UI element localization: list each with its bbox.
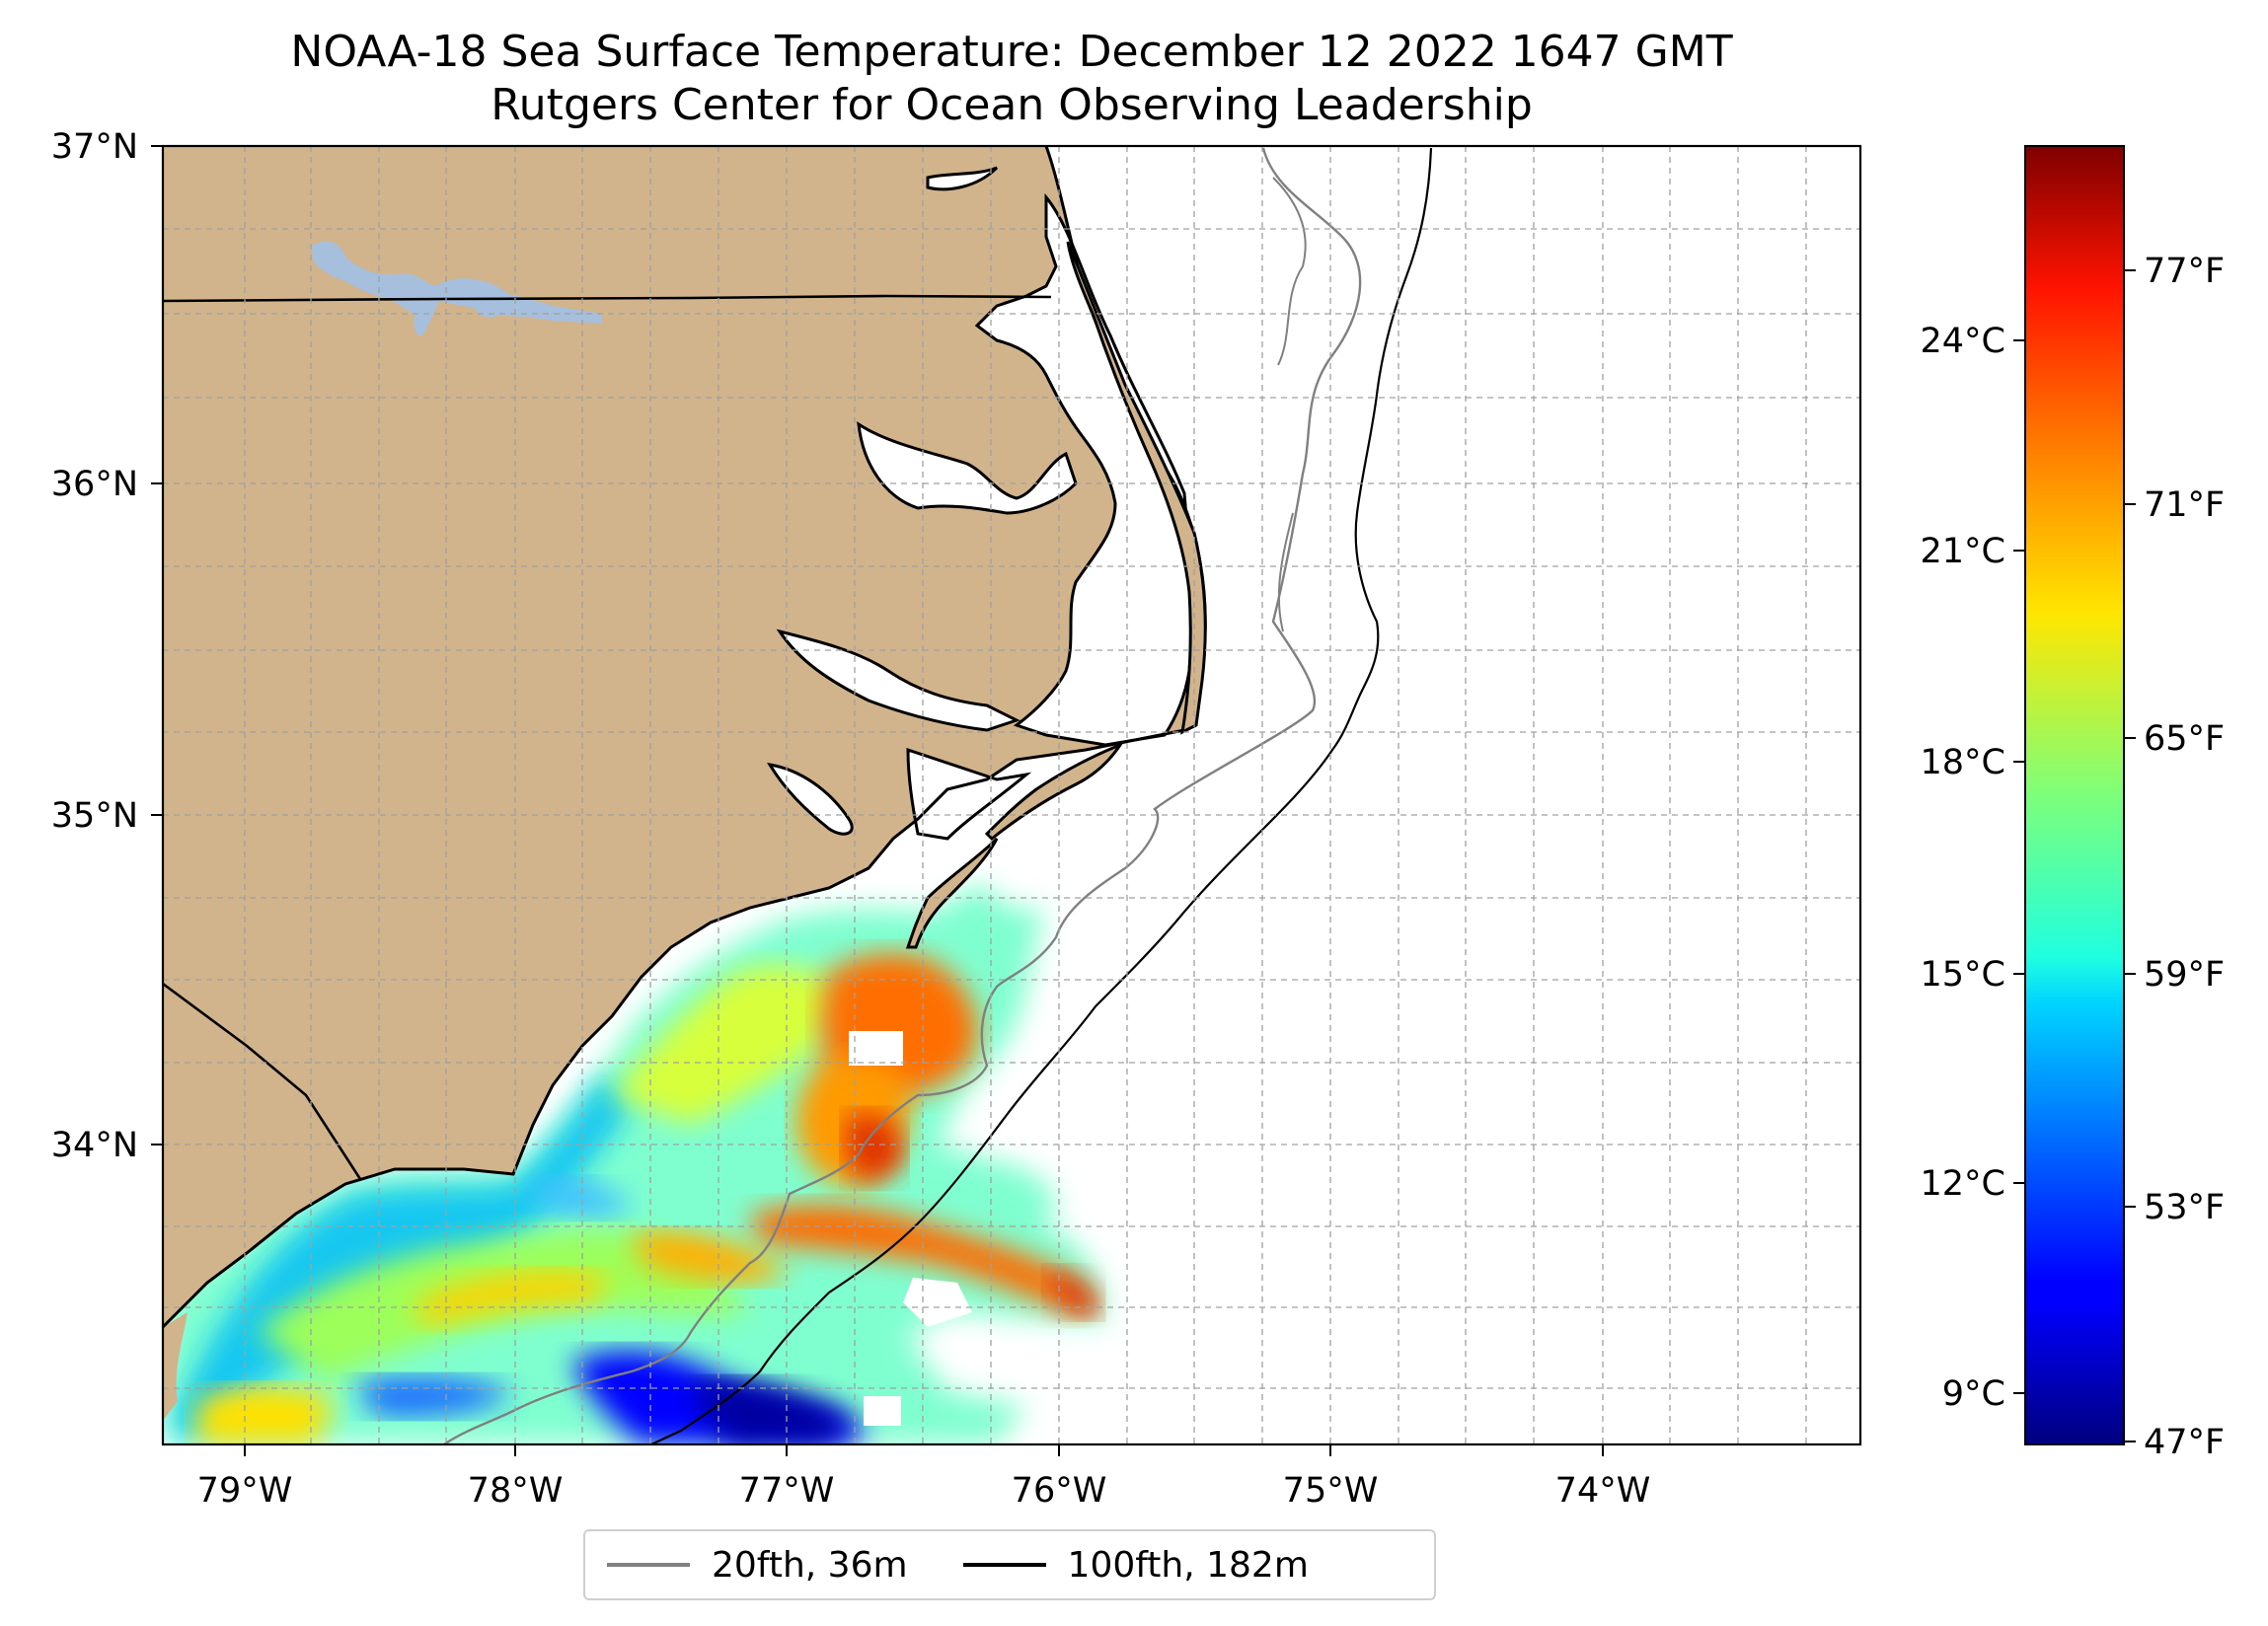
axis-ticks [151,145,1604,1456]
map-title-block: NOAA-18 Sea Surface Temperature: Decembe… [163,26,1860,132]
colorbar-c-9: 9°C [1942,1374,2005,1414]
lon-label-77w: 77°W [739,1471,835,1511]
colorbar: 9°C 12°C 15°C 18°C 21°C 24°C 47°F 53°F 5… [1921,145,2225,1462]
latitude-labels: 37°N 36°N 35°N 34°N [51,127,138,1165]
colorbar-gradient [2024,145,2125,1445]
colorbar-f-71: 71°F [2144,485,2225,525]
lon-label-78w: 78°W [468,1471,564,1511]
isobath-legend: 20fth, 36m 100fth, 182m [583,1529,1436,1600]
lon-label-75w: 75°W [1283,1471,1379,1511]
legend-item-20fth: 20fth, 36m [607,1545,908,1586]
colorbar-f-47: 47°F [2144,1423,2225,1462]
sst-field [163,885,1105,1444]
map-subtitle: Rutgers Center for Ocean Observing Leade… [491,80,1533,130]
colorbar-f-77: 77°F [2144,252,2225,291]
legend-swatch-black [962,1563,1046,1567]
state-borders [163,294,1052,1180]
isobath-20fth-shoals [1272,177,1307,632]
isobath-100fth [650,147,1433,1444]
colorbar-f-53: 53°F [2144,1188,2225,1227]
colorbar-c-15: 15°C [1921,955,2005,995]
legend-swatch-gray [607,1563,690,1567]
lon-label-79w: 79°W [197,1471,293,1511]
colorbar-c-18: 18°C [1921,743,2005,782]
plot-frame [161,144,1862,1446]
longitude-labels: 79°W 78°W 77°W 76°W 75°W 74°W [197,1471,1651,1511]
lat-label-34n: 34°N [51,1126,138,1165]
colorbar-f-59: 59°F [2144,955,2225,995]
sounds-water [767,166,1193,841]
colorbar-c-24: 24°C [1921,322,2005,361]
lon-label-74w: 74°W [1555,1471,1651,1511]
legend-label-20fth: 20fth, 36m [712,1544,908,1586]
lat-label-37n: 37°N [51,127,138,167]
lon-label-76w: 76°W [1012,1471,1107,1511]
lat-label-36n: 36°N [51,465,138,504]
gridlines [163,146,1860,1444]
legend-label-100fth: 100fth, 182m [1067,1544,1309,1586]
colorbar-c-12: 12°C [1921,1164,2005,1204]
colorbar-f-65: 65°F [2144,719,2225,759]
land-area [163,146,1206,1421]
lat-label-35n: 35°N [51,796,138,836]
legend-item-100fth: 100fth, 182m [962,1544,1309,1586]
inland-lake [311,241,602,336]
isobath-20fth [443,147,1362,1444]
colorbar-c-21: 21°C [1921,532,2005,571]
barrier-islands [905,241,1207,949]
map-title: NOAA-18 Sea Surface Temperature: Decembe… [290,27,1733,77]
